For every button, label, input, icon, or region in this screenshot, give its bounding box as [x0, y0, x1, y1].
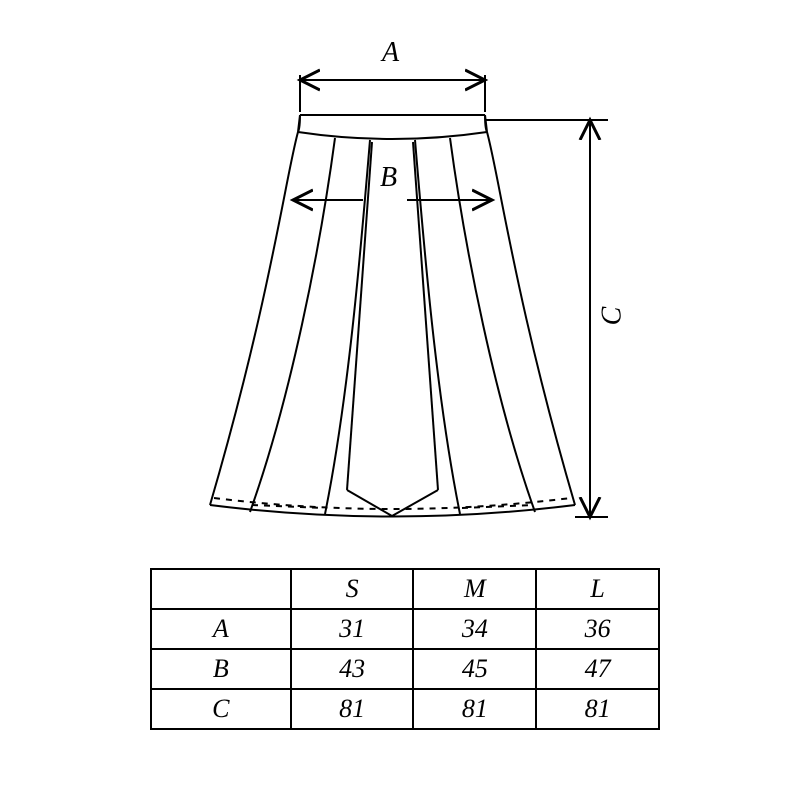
dimension-a: [300, 75, 485, 112]
th-blank: [151, 569, 291, 609]
table-row: C 81 81 81: [151, 689, 659, 729]
row-label: C: [151, 689, 291, 729]
row-label: A: [151, 609, 291, 649]
cell: 45: [413, 649, 536, 689]
label-b: B: [380, 162, 397, 194]
cell: 81: [413, 689, 536, 729]
th-size-m: M: [413, 569, 536, 609]
th-size-l: L: [536, 569, 659, 609]
th-size-s: S: [291, 569, 414, 609]
table-row: A 31 34 36: [151, 609, 659, 649]
sizing-diagram-container: A B C S M L A 31 34 36 B 43 45 47 C: [0, 0, 800, 800]
row-label: B: [151, 649, 291, 689]
dimension-c: [486, 120, 608, 517]
table-header-row: S M L: [151, 569, 659, 609]
cell: 31: [291, 609, 414, 649]
size-table: S M L A 31 34 36 B 43 45 47 C 81 81 81: [150, 568, 660, 730]
cell: 43: [291, 649, 414, 689]
skirt-pleats: [250, 138, 535, 516]
cell: 34: [413, 609, 536, 649]
table-row: B 43 45 47: [151, 649, 659, 689]
skirt-waistband: [298, 115, 487, 139]
cell: 36: [536, 609, 659, 649]
skirt-technical-drawing: [0, 0, 800, 560]
label-a: A: [382, 37, 399, 69]
cell: 81: [291, 689, 414, 729]
label-c: C: [596, 307, 628, 326]
cell: 47: [536, 649, 659, 689]
cell: 81: [536, 689, 659, 729]
